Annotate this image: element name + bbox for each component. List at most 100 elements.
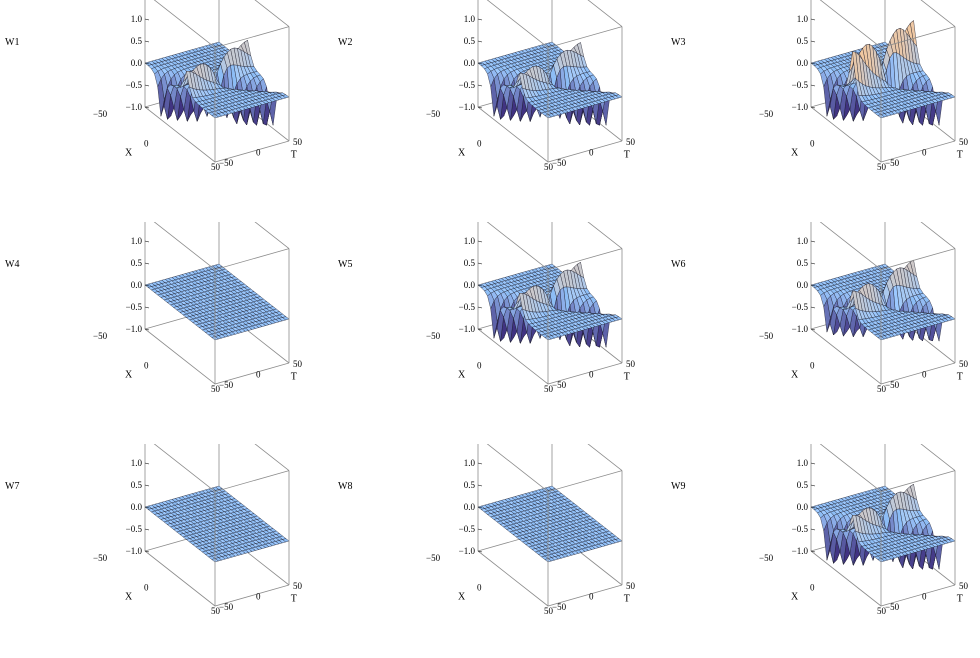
t-axis-label: T xyxy=(291,593,297,604)
z-tick-label: −0.5 xyxy=(792,524,809,534)
x-tick-label: 50 xyxy=(877,384,887,394)
z-tick-label: 1.0 xyxy=(131,236,143,246)
surface-svg: 1.0 0.5 0.0 −0.5 −1.0 W9 −50 0 50 X 50 0 −50 T xyxy=(671,444,969,616)
t-axis-label: T xyxy=(291,371,297,382)
t-tick-label: −50 xyxy=(219,158,234,168)
x-tick-label: −50 xyxy=(426,331,441,341)
z-tick-label: 0.5 xyxy=(797,258,809,268)
surface-mesh xyxy=(477,41,623,126)
z-tick-label: −1.0 xyxy=(459,324,476,334)
z-tick-label: −0.5 xyxy=(459,524,476,534)
z-tick-label: 0.0 xyxy=(131,280,143,290)
surface-mesh xyxy=(144,263,290,341)
z-axis-label: W2 xyxy=(338,37,352,48)
x-axis-label: X xyxy=(791,370,799,381)
surface-mesh xyxy=(810,483,956,570)
t-tick-label: 50 xyxy=(626,581,636,591)
t-tick-label: 50 xyxy=(959,581,969,591)
x-tick-label: 0 xyxy=(477,361,482,371)
x-tick-label: 0 xyxy=(144,583,149,593)
x-axis-label: X xyxy=(458,148,466,159)
x-tick-label: 50 xyxy=(211,384,221,394)
z-tick-label: −0.5 xyxy=(459,80,476,90)
z-tick-label: 0.0 xyxy=(797,58,809,68)
t-tick-label: −50 xyxy=(552,602,567,612)
x-tick-label: −50 xyxy=(759,109,774,119)
t-axis-label: T xyxy=(957,149,963,160)
z-tick-label: 0.5 xyxy=(131,480,143,490)
z-tick-label: 1.0 xyxy=(797,14,809,24)
surface-mesh xyxy=(477,261,623,348)
t-axis-label: T xyxy=(291,149,297,160)
x-tick-label: 50 xyxy=(211,606,221,616)
x-axis-label: X xyxy=(791,592,799,603)
z-tick-label: 0.5 xyxy=(131,258,143,268)
z-tick-label: 0.0 xyxy=(797,280,809,290)
z-tick-label: −1.0 xyxy=(126,546,143,556)
t-tick-label: −50 xyxy=(885,380,900,390)
x-axis-label: X xyxy=(458,592,466,603)
surface-mesh xyxy=(810,19,956,126)
bounding-box-front xyxy=(810,222,956,385)
surface-svg: 1.0 0.5 0.0 −0.5 −1.0 W8 −50 0 50 X 50 0 −50 T xyxy=(338,444,636,616)
x-tick-label: −50 xyxy=(426,109,441,119)
bounding-box-front xyxy=(144,222,290,385)
t-tick-label: −50 xyxy=(552,380,567,390)
z-tick-label: 0.0 xyxy=(464,58,476,68)
t-tick-label: 50 xyxy=(293,581,303,591)
bounding-box-front xyxy=(477,444,623,607)
z-tick-label: 1.0 xyxy=(797,236,809,246)
plot-w7: 1.0 0.5 0.0 −0.5 −1.0 W7 −50 0 50 X 50 0 −50 T xyxy=(0,444,320,658)
z-tick-label: 1.0 xyxy=(464,458,476,468)
z-tick-label: −1.0 xyxy=(459,102,476,112)
t-tick-label: 0 xyxy=(922,148,927,158)
bounding-box-front xyxy=(810,444,956,607)
x-tick-label: −50 xyxy=(426,553,441,563)
plot-w3: 1.0 0.5 0.0 −0.5 −1.0 W3 −50 0 50 X 50 0 −50 T xyxy=(666,0,980,214)
bounding-box-front xyxy=(477,0,623,163)
z-tick-label: −1.0 xyxy=(792,546,809,556)
z-axis-label: W7 xyxy=(5,481,19,492)
t-tick-label: 50 xyxy=(293,137,303,147)
z-tick-label: −0.5 xyxy=(792,80,809,90)
surface-mesh xyxy=(810,259,956,342)
t-tick-label: −50 xyxy=(552,158,567,168)
z-tick-label: 0.5 xyxy=(797,36,809,46)
z-axis-label: W1 xyxy=(5,37,19,48)
t-axis-label: T xyxy=(624,149,630,160)
plot-w2: 1.0 0.5 0.0 −0.5 −1.0 W2 −50 0 50 X 50 0 −50 T xyxy=(333,0,653,214)
z-tick-label: 0.0 xyxy=(464,280,476,290)
t-tick-label: 50 xyxy=(959,137,969,147)
surface-svg: 1.0 0.5 0.0 −0.5 −1.0 W4 −50 0 50 X 50 0 −50 T xyxy=(5,222,303,394)
x-axis-label: X xyxy=(791,148,799,159)
z-tick-label: 0.5 xyxy=(464,36,476,46)
surface-svg: 1.0 0.5 0.0 −0.5 −1.0 W7 −50 0 50 X 50 0 −50 T xyxy=(5,444,303,616)
t-tick-label: −50 xyxy=(885,602,900,612)
bounding-box-front xyxy=(144,444,290,607)
x-tick-label: −50 xyxy=(93,553,108,563)
x-tick-label: 50 xyxy=(211,162,221,172)
z-tick-label: 0.0 xyxy=(464,502,476,512)
x-tick-label: 0 xyxy=(810,139,815,149)
x-tick-label: 0 xyxy=(810,361,815,371)
z-tick-label: 1.0 xyxy=(797,458,809,468)
t-axis-label: T xyxy=(624,593,630,604)
x-tick-label: −50 xyxy=(759,553,774,563)
t-tick-label: 50 xyxy=(293,359,303,369)
x-tick-label: 50 xyxy=(544,384,554,394)
t-tick-label: 0 xyxy=(256,148,261,158)
plot-w6: 1.0 0.5 0.0 −0.5 −1.0 W6 −50 0 50 X 50 0 −50 T xyxy=(666,222,980,436)
x-tick-label: 0 xyxy=(477,583,482,593)
plot-w8: 1.0 0.5 0.0 −0.5 −1.0 W8 −50 0 50 X 50 0 −50 T xyxy=(333,444,653,658)
z-tick-label: 0.5 xyxy=(797,480,809,490)
t-tick-label: 50 xyxy=(959,359,969,369)
surface-svg: 1.0 0.5 0.0 −0.5 −1.0 W6 −50 0 50 X 50 0 −50 T xyxy=(671,222,969,394)
x-tick-label: −50 xyxy=(759,331,774,341)
x-tick-label: 0 xyxy=(144,361,149,371)
x-tick-label: −50 xyxy=(93,109,108,119)
x-tick-label: 0 xyxy=(810,583,815,593)
bounding-box-front xyxy=(144,0,290,163)
t-axis-label: T xyxy=(624,371,630,382)
plot-w9: 1.0 0.5 0.0 −0.5 −1.0 W9 −50 0 50 X 50 0 −50 T xyxy=(666,444,980,658)
